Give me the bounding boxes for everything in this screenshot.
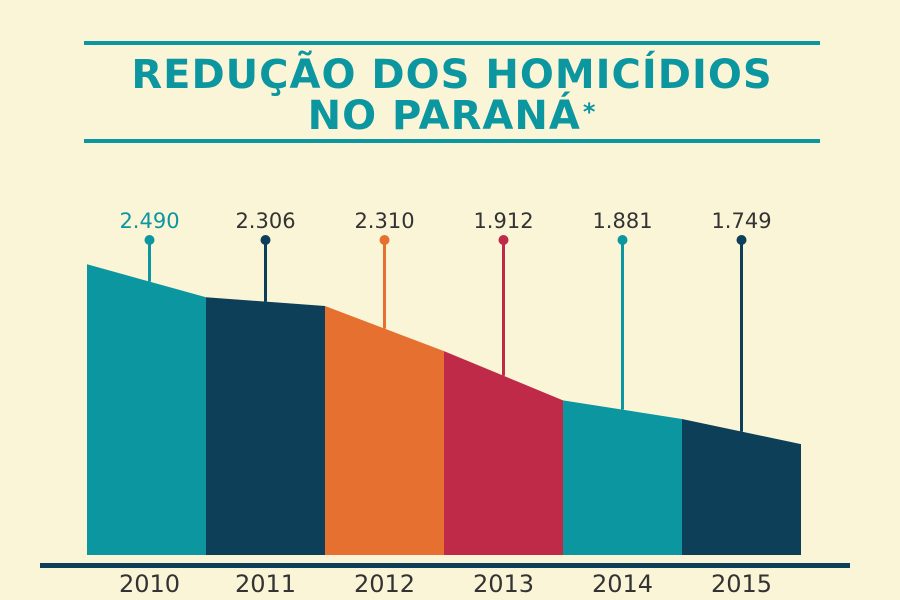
area-segment-2012 — [325, 306, 444, 555]
value-label-2013: 1.912 — [473, 209, 533, 233]
title-top-rule — [84, 41, 820, 45]
chart-title-block: REDUÇÃO DOS HOMICÍDIOS NO PARANÁ* — [84, 41, 820, 143]
x-tick-label-2011: 2011 — [235, 570, 296, 598]
marker-dot-2014 — [617, 235, 628, 245]
area-segment-2015 — [682, 419, 801, 555]
chart-title-line-2-text: NO PARANÁ — [307, 93, 581, 139]
area-segment-2010 — [87, 264, 206, 555]
title-bottom-rule — [84, 139, 820, 143]
value-label-2011: 2.306 — [235, 209, 295, 233]
area-segment-2011 — [206, 297, 325, 555]
x-axis-baseline — [40, 563, 850, 568]
area-segment-2014 — [563, 400, 682, 555]
value-label-2014: 1.881 — [592, 209, 652, 233]
marker-dot-2013 — [498, 235, 509, 245]
x-tick-label-2014: 2014 — [592, 570, 653, 598]
x-tick-label-2010: 2010 — [119, 570, 180, 598]
marker-dot-2011 — [260, 235, 271, 245]
x-tick-label-2015: 2015 — [711, 570, 772, 598]
x-tick-label-2013: 2013 — [473, 570, 534, 598]
chart-title-line-2: NO PARANÁ* — [84, 94, 820, 138]
value-label-2015: 1.749 — [711, 209, 771, 233]
value-label-2012: 2.310 — [354, 209, 414, 233]
x-tick-label-2012: 2012 — [354, 570, 415, 598]
area-segment-2013 — [444, 351, 563, 555]
marker-dot-2012 — [379, 235, 390, 245]
marker-dot-2010 — [144, 235, 155, 245]
title-asterisk: * — [582, 98, 597, 126]
marker-dot-2015 — [736, 235, 747, 245]
chart-title-line-1: REDUÇÃO DOS HOMICÍDIOS — [131, 52, 773, 98]
value-label-2010: 2.490 — [119, 209, 179, 233]
